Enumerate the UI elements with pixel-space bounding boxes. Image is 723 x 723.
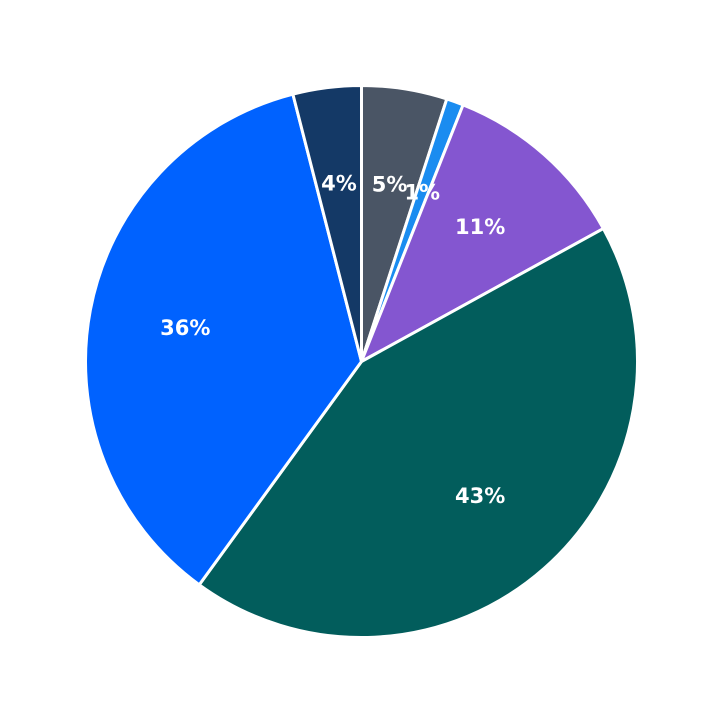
pie-slice-4 <box>84 92 363 587</box>
pie-slice-5 <box>291 84 363 363</box>
pie-slices <box>84 84 639 639</box>
pie-labels: 5%1% 11% 43% 36% 4% <box>160 172 505 509</box>
slice-label-4: 36% <box>160 316 210 340</box>
slice-label-2: 11% <box>455 215 505 239</box>
slice-label-5: 4% <box>321 172 357 196</box>
pie-slice-3 <box>197 227 639 639</box>
slice-label-1: 1% <box>404 181 440 205</box>
pie-slice-2 <box>360 103 605 363</box>
slice-label-0: 5% <box>372 172 408 196</box>
slice-label-3: 43% <box>455 484 505 508</box>
